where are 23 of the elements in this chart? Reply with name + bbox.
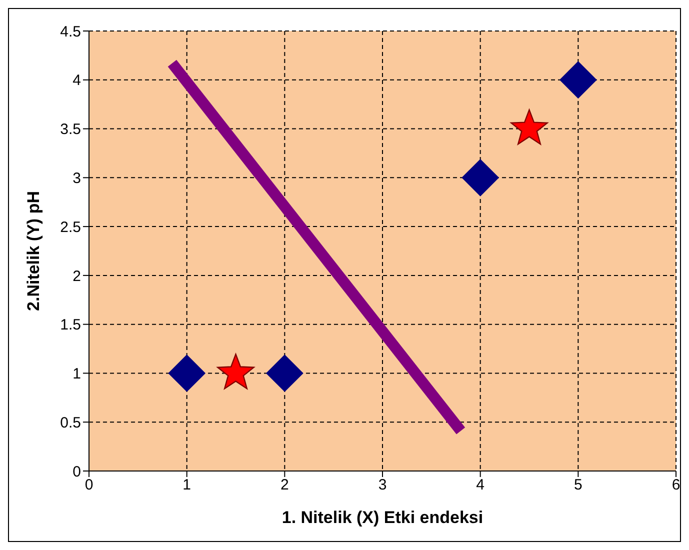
- y-tick-label: 3: [72, 170, 81, 187]
- y-tick-label: 1.5: [60, 316, 81, 334]
- y-tick-label: 3.5: [60, 121, 81, 138]
- x-tick-label: 4: [476, 476, 485, 494]
- y-tick-label: 4.5: [60, 23, 81, 40]
- y-axis-title: 2.Nitelik (Y) pH: [24, 191, 44, 311]
- point: [462, 159, 499, 196]
- x-tick-label: 5: [574, 476, 582, 494]
- x-tick-label: 1: [182, 476, 192, 494]
- y-tick-label: 0: [72, 463, 81, 480]
- x-tick-label: 3: [378, 476, 387, 494]
- x-tick-label: 2: [280, 476, 289, 494]
- x-tick-label: 0: [84, 476, 94, 494]
- y-tick-label: 0.5: [60, 414, 81, 432]
- y-tick-label: 2: [72, 268, 81, 285]
- x-axis-title: 1. Nitelik (X) Etki endeksi: [282, 508, 484, 527]
- y-tick-label: 4: [72, 72, 81, 90]
- y-tick-label: 1: [72, 366, 81, 383]
- point: [266, 354, 304, 392]
- point: [560, 61, 597, 98]
- point: [168, 354, 206, 392]
- x-tick-label: 6: [672, 476, 680, 494]
- y-tick-label: 2.5: [60, 218, 81, 236]
